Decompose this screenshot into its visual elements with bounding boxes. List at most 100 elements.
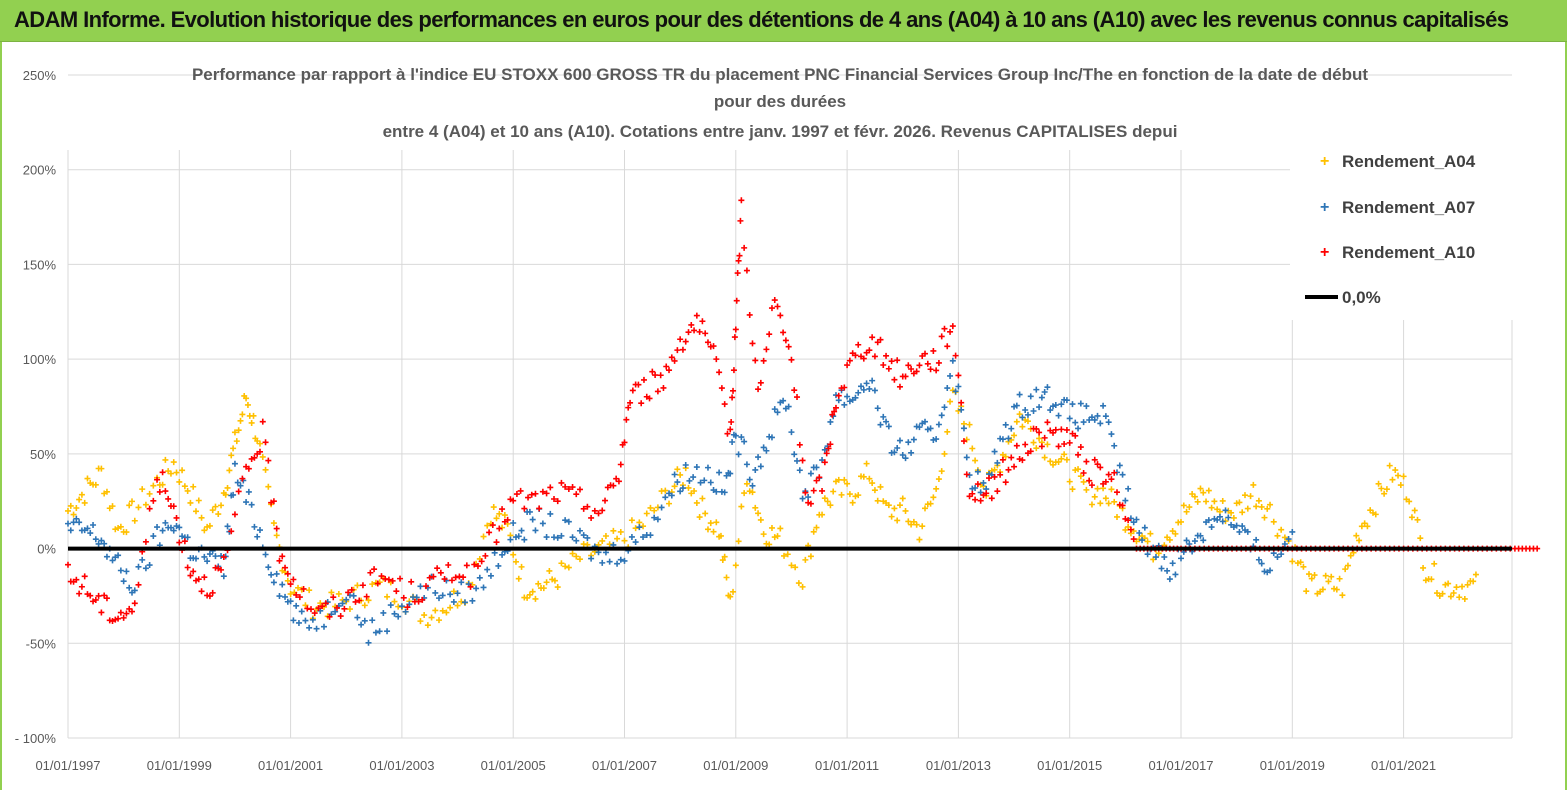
data-point xyxy=(1172,530,1179,537)
data-point xyxy=(489,522,496,529)
data-point xyxy=(755,386,762,393)
data-point xyxy=(696,514,703,521)
data-point xyxy=(1236,528,1243,535)
y-tick-label: 50% xyxy=(30,447,56,462)
data-point xyxy=(87,530,94,537)
data-point xyxy=(994,459,1001,466)
data-point xyxy=(823,450,830,457)
data-point xyxy=(539,520,546,527)
data-point xyxy=(1169,560,1176,567)
data-point xyxy=(807,470,814,477)
data-point xyxy=(515,533,522,540)
data-point xyxy=(938,468,945,475)
data-point xyxy=(1041,454,1048,461)
data-point xyxy=(1417,535,1424,542)
data-point xyxy=(908,449,915,456)
data-point xyxy=(941,450,948,457)
data-point xyxy=(949,323,956,330)
data-point xyxy=(109,503,116,510)
data-point xyxy=(518,527,525,534)
data-point xyxy=(230,445,237,452)
data-point xyxy=(259,418,266,425)
data-point xyxy=(796,441,803,448)
data-point xyxy=(454,602,461,609)
data-point xyxy=(679,346,686,353)
data-point xyxy=(1414,516,1421,523)
data-point xyxy=(384,593,391,600)
data-point xyxy=(766,541,773,548)
data-point xyxy=(821,459,828,466)
data-point xyxy=(794,457,801,464)
data-point xyxy=(640,376,647,383)
data-point xyxy=(228,528,235,535)
data-point xyxy=(226,467,233,474)
data-point xyxy=(265,457,272,464)
data-point xyxy=(874,405,881,412)
data-point xyxy=(732,326,739,333)
data-point xyxy=(1144,538,1151,545)
data-point xyxy=(279,581,286,588)
data-point xyxy=(395,613,402,620)
data-point xyxy=(1111,442,1118,449)
data-point xyxy=(1097,464,1104,471)
data-point xyxy=(791,451,798,458)
data-point xyxy=(209,589,216,596)
data-point xyxy=(986,475,993,482)
data-point xyxy=(142,538,149,545)
data-point xyxy=(1013,402,1020,409)
data-point xyxy=(727,470,734,477)
data-point xyxy=(628,517,635,524)
data-point xyxy=(746,476,753,483)
data-point xyxy=(1044,384,1051,391)
data-point xyxy=(1216,513,1223,520)
data-point xyxy=(1008,425,1015,432)
data-point xyxy=(799,583,806,590)
y-axis-ticks: 250% 200% 150% 100% 50% 0% -50% - 100% xyxy=(15,68,57,746)
data-point xyxy=(735,538,742,545)
data-point xyxy=(70,511,77,518)
data-point xyxy=(487,572,494,579)
data-point xyxy=(1055,443,1062,450)
data-point xyxy=(944,428,951,435)
data-point xyxy=(190,568,197,575)
data-point xyxy=(554,584,561,591)
data-point xyxy=(306,587,313,594)
data-point xyxy=(991,473,998,480)
data-point xyxy=(621,557,628,564)
data-point xyxy=(741,490,748,497)
data-point xyxy=(142,501,149,508)
data-point xyxy=(170,503,177,510)
data-point xyxy=(752,466,759,473)
data-point xyxy=(997,471,1004,478)
data-point xyxy=(181,538,188,545)
data-point xyxy=(757,379,764,386)
data-point xyxy=(588,514,595,521)
data-point xyxy=(501,512,508,519)
data-point xyxy=(295,584,302,591)
data-point xyxy=(228,452,235,459)
data-point xyxy=(154,524,161,531)
data-point xyxy=(774,533,781,540)
data-point xyxy=(1255,556,1262,563)
legend: + Rendement_A04 + Rendement_A07 + Rendem… xyxy=(1305,152,1476,307)
data-point xyxy=(799,495,806,502)
data-point xyxy=(300,585,307,592)
data-point xyxy=(244,401,251,408)
data-point xyxy=(734,270,741,277)
data-point xyxy=(799,457,806,464)
data-point xyxy=(170,459,177,466)
data-point xyxy=(883,418,890,425)
data-point xyxy=(218,566,225,573)
data-point xyxy=(1239,509,1246,516)
data-point xyxy=(195,576,202,583)
data-point xyxy=(330,594,337,601)
data-point xyxy=(972,457,979,464)
data-point xyxy=(883,352,890,359)
chart-title-line-3: entre 4 (A04) et 10 ans (A10). Cotations… xyxy=(383,122,1178,141)
data-point xyxy=(896,502,903,509)
data-point xyxy=(120,578,127,585)
data-point xyxy=(385,576,392,583)
data-point xyxy=(90,522,97,529)
data-point xyxy=(495,562,502,569)
data-point xyxy=(499,551,506,558)
